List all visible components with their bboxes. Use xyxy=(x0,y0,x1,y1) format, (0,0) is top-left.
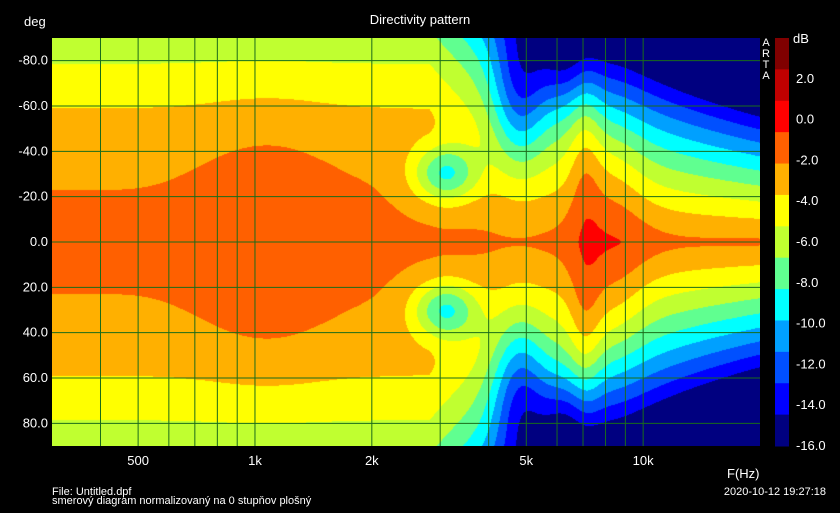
x-axis-ticks: 500 1k 2k 5k 10k xyxy=(127,453,654,468)
colorbar-tick-label: -4.0 xyxy=(796,193,818,208)
colorbar-tick-label: -10.0 xyxy=(796,316,826,331)
y-tick-label: 80.0 xyxy=(23,415,48,430)
colorbar-swatch xyxy=(775,132,789,165)
colorbar-swatch xyxy=(775,38,789,70)
colorbar-unit-label: dB xyxy=(793,31,809,46)
y-axis-label: deg xyxy=(24,14,46,29)
colorbar-swatch xyxy=(775,320,789,353)
x-axis-label: F(Hz) xyxy=(727,466,760,481)
colorbar-swatch xyxy=(775,194,789,227)
colorbar-tick-label: -6.0 xyxy=(796,234,818,249)
colorbar-tick-label: -12.0 xyxy=(796,356,826,371)
y-tick-label: 60.0 xyxy=(23,370,48,385)
colorbar-tick-label: -16.0 xyxy=(796,438,826,453)
description-label: smerový diagram normalizovaný na 0 stupň… xyxy=(52,495,312,507)
colorbar-swatch xyxy=(775,69,789,102)
y-tick-label: -40.0 xyxy=(18,143,48,158)
file-name-label: File: Untitled.dpf xyxy=(52,486,132,498)
colorbar-swatch xyxy=(775,383,789,416)
colorbar-swatch xyxy=(775,163,789,196)
x-tick-label: 2k xyxy=(365,453,379,468)
y-tick-label: -60.0 xyxy=(18,98,48,113)
y-tick-label: 20.0 xyxy=(23,279,48,294)
x-tick-label: 1k xyxy=(248,453,262,468)
colorbar-tick-label: 2.0 xyxy=(796,71,814,86)
chart-title: Directivity pattern xyxy=(369,12,471,27)
x-tick-label: 500 xyxy=(127,453,149,468)
colorbar-swatch xyxy=(775,226,789,259)
x-tick-label: 10k xyxy=(633,453,654,468)
y-tick-label: -20.0 xyxy=(18,189,48,204)
y-axis-ticks: -80.0 -60.0 -40.0 -20.0 0.0 20.0 40.0 60.0 80.0 xyxy=(18,53,48,431)
y-tick-label: 0.0 xyxy=(30,234,48,249)
colorbar-tick-label: -8.0 xyxy=(796,275,818,290)
colorbar-swatch xyxy=(775,100,789,133)
colorbar: 2.0 0.0 -2.0 -4.0 -6.0 -8.0 -10.0 -12.0 -14.0 -16… xyxy=(775,38,826,453)
colorbar-tick-label: -2.0 xyxy=(796,152,818,167)
colorbar-tick-label: -14.0 xyxy=(796,397,826,412)
y-tick-label: -80.0 xyxy=(18,53,48,68)
colorbar-swatch xyxy=(775,257,789,290)
y-tick-label: 40.0 xyxy=(23,325,48,340)
colorbar-tick-label: 0.0 xyxy=(796,112,814,127)
chart-grid xyxy=(52,38,760,446)
timestamp-label: 2020-10-12 19:27:18 xyxy=(723,486,826,498)
x-tick-label: 5k xyxy=(519,453,533,468)
colorbar-swatch xyxy=(775,289,789,321)
colorbar-swatch xyxy=(775,414,789,447)
colorbar-swatch xyxy=(775,351,789,384)
